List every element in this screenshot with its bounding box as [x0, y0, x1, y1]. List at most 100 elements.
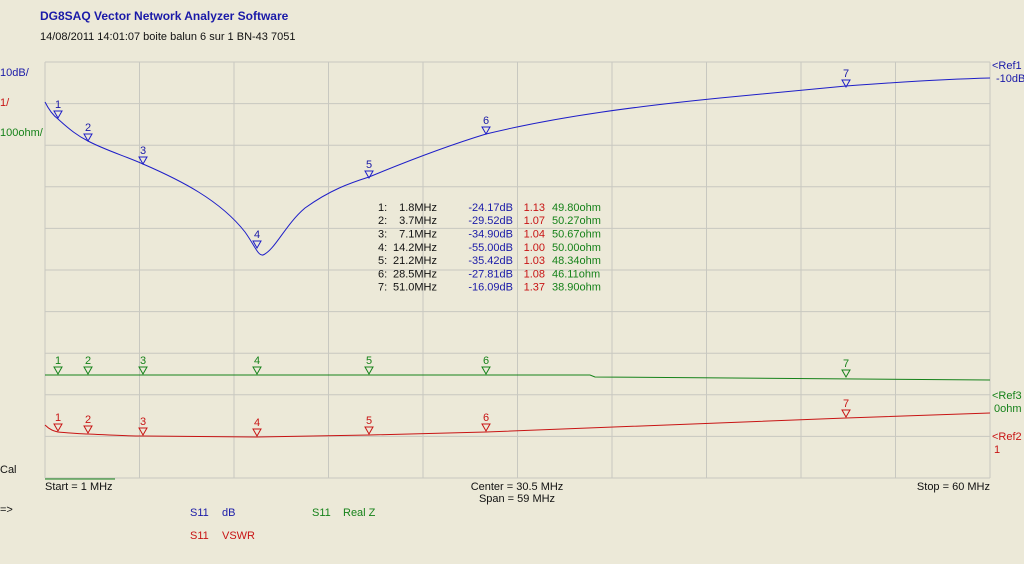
- marker-triangle: [841, 369, 851, 379]
- legend-unit[interactable]: Real Z: [343, 507, 376, 519]
- marker-label: 1: [55, 99, 61, 111]
- marker-triangle: [138, 156, 148, 166]
- marker-triangle: [481, 423, 491, 433]
- marker-triangle: [53, 110, 63, 120]
- marker-triangle: [83, 366, 93, 376]
- ref-name: <Ref2: [992, 431, 1022, 443]
- legend-unit[interactable]: VSWR: [222, 530, 255, 542]
- db-scale: 10dB/: [0, 67, 30, 79]
- marker-cell: 21.2MHz: [393, 255, 437, 267]
- ref-value: -10dB: [996, 73, 1024, 85]
- marker-cell: 1.08: [524, 268, 545, 280]
- marker-triangle: [138, 427, 148, 437]
- markers: 1 2 3 4 5 6 7 1 2 3 4 5 6 7 1 2 3 4 5 6 7: [53, 68, 851, 438]
- marker-triangle: [252, 428, 262, 438]
- marker-triangle: [252, 240, 262, 250]
- marker-cell: 50.27ohm: [552, 215, 601, 227]
- marker-cell: 38.90ohm: [552, 282, 601, 294]
- arrow: =>: [0, 504, 13, 516]
- marker-label: 4: [254, 355, 260, 367]
- sweep-info: 14/08/2011 14:01:07 boite balun 6 sur 1 …: [40, 31, 295, 43]
- ref-name: <Ref1: [992, 60, 1022, 72]
- marker-cell: -24.17dB: [468, 202, 513, 214]
- marker-triangle: [481, 126, 491, 136]
- ref-value: 0ohm: [994, 403, 1022, 415]
- marker-label: 7: [843, 398, 849, 410]
- marker-triangle: [53, 366, 63, 376]
- marker-label: 6: [483, 412, 489, 424]
- marker-cell: 46.11ohm: [552, 268, 600, 280]
- marker-cell: 1.07: [524, 215, 545, 227]
- marker-label: 5: [366, 355, 372, 367]
- ref-value: 1: [994, 444, 1000, 456]
- marker-triangle: [841, 79, 851, 89]
- legend-param[interactable]: S11: [312, 507, 331, 519]
- marker-triangle: [83, 425, 93, 435]
- marker-cell: -35.42dB: [468, 255, 513, 267]
- vswr-scale: 1/: [0, 97, 10, 109]
- marker-label: 2: [85, 414, 91, 426]
- app-title: DG8SAQ Vector Network Analyzer Software: [40, 9, 289, 23]
- ref-name: <Ref3: [992, 390, 1022, 402]
- marker-label: 6: [483, 355, 489, 367]
- db-trace: [44, 77, 991, 256]
- legend-unit[interactable]: dB: [222, 507, 235, 519]
- marker-label: 2: [85, 355, 91, 367]
- marker-cell: 3:: [378, 229, 387, 241]
- marker-cell: 28.5MHz: [393, 268, 437, 280]
- marker-cell: -16.09dB: [468, 282, 513, 294]
- center-freq: Center = 30.5 MHz: [471, 481, 564, 493]
- marker-cell: 1.00: [524, 242, 545, 254]
- marker-cell: 50.67ohm: [552, 229, 601, 241]
- marker-triangle: [364, 366, 374, 376]
- marker-label: 7: [843, 358, 849, 370]
- marker-cell: 51.0MHz: [393, 282, 437, 294]
- marker-label: 5: [366, 159, 372, 171]
- marker-cell: 5:: [378, 255, 387, 267]
- marker-label: 6: [483, 115, 489, 127]
- marker-cell: 2:: [378, 215, 387, 227]
- marker-cell: 1.37: [524, 282, 545, 294]
- marker-table: 1: 1.8MHz -24.17dB 1.13 49.80ohm 2: 3.7MHz -29.…: [378, 202, 601, 294]
- marker-cell: -34.90dB: [468, 229, 513, 241]
- legend-param[interactable]: S11: [190, 530, 209, 542]
- marker-cell: 4:: [378, 242, 387, 254]
- marker-triangle: [481, 366, 491, 376]
- marker-label: 1: [55, 355, 61, 367]
- marker-cell: -27.81dB: [468, 268, 513, 280]
- marker-label: 3: [140, 355, 146, 367]
- marker-cell: 48.34ohm: [552, 255, 601, 267]
- marker-cell: 14.2MHz: [393, 242, 437, 254]
- marker-triangle: [364, 170, 374, 180]
- marker-cell: 1.03: [524, 255, 545, 267]
- ohm-scale: 100ohm/: [0, 127, 44, 139]
- realz-trace: [45, 374, 991, 381]
- marker-cell: 3.7MHz: [399, 215, 437, 227]
- marker-cell: -29.52dB: [468, 215, 513, 227]
- grid: [44, 61, 991, 479]
- marker-triangle: [841, 409, 851, 419]
- marker-label: 7: [843, 68, 849, 80]
- marker-label: 3: [140, 416, 146, 428]
- marker-triangle: [364, 426, 374, 436]
- marker-label: 4: [254, 417, 260, 429]
- legend-param[interactable]: S11: [190, 507, 209, 519]
- marker-cell: 1.04: [524, 229, 545, 241]
- marker-cell: 1.13: [524, 202, 545, 214]
- marker-cell: 7.1MHz: [399, 229, 437, 241]
- marker-cell: 1:: [378, 202, 387, 214]
- marker-triangle: [53, 423, 63, 433]
- marker-triangle: [83, 133, 93, 143]
- marker-cell: 6:: [378, 268, 387, 280]
- marker-label: 4: [254, 229, 260, 241]
- marker-triangle: [252, 366, 262, 376]
- marker-cell: 7:: [378, 282, 387, 294]
- vswr-trace: [44, 412, 991, 438]
- marker-label: 1: [55, 412, 61, 424]
- marker-label: 2: [85, 122, 91, 134]
- marker-cell: 49.80ohm: [552, 202, 601, 214]
- span: Span = 59 MHz: [479, 493, 555, 505]
- marker-triangle: [138, 366, 148, 376]
